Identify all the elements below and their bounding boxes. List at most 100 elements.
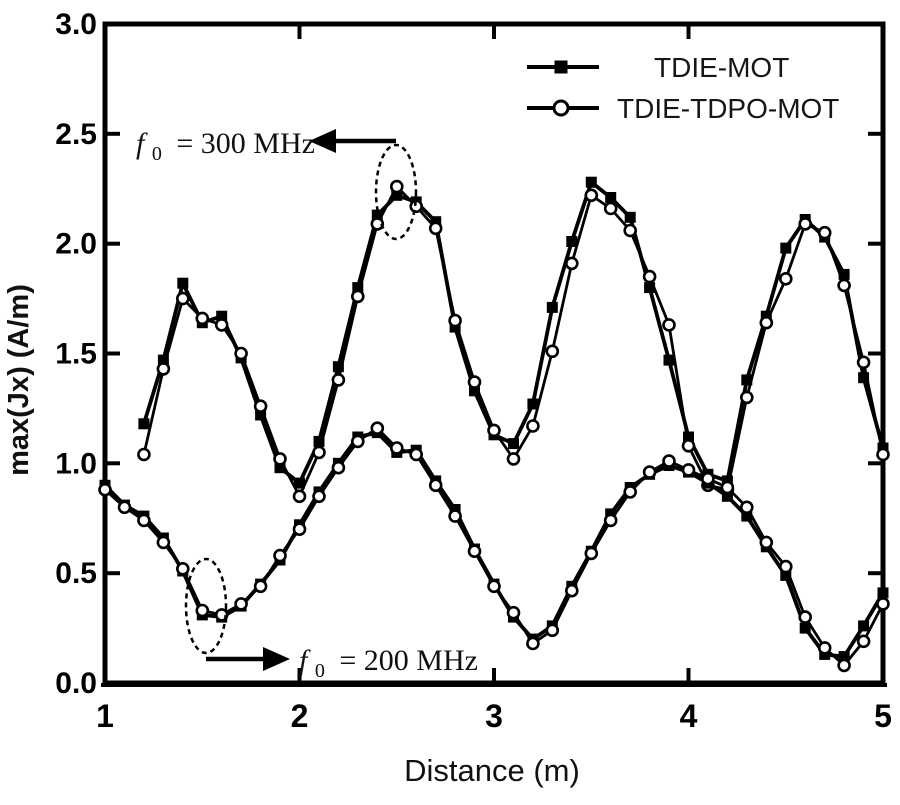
data-point-circle bbox=[331, 460, 346, 475]
data-point-square bbox=[721, 490, 733, 502]
y-tick-label-1.5: 1.5 bbox=[55, 338, 97, 371]
data-point-circle bbox=[370, 421, 385, 436]
x-tick-label-5: 5 bbox=[874, 698, 892, 734]
annotation-200mhz: f 0 = 200 MHz bbox=[184, 557, 478, 684]
data-point-square bbox=[624, 211, 636, 223]
data-point-square bbox=[469, 385, 480, 397]
data-point-square bbox=[255, 409, 267, 421]
y-tick-label-0.5: 0.5 bbox=[55, 557, 97, 590]
data-point-circle bbox=[253, 579, 268, 594]
data-point-circle bbox=[564, 256, 579, 271]
legend-item-tdie-mot: TDIE-MOT bbox=[527, 52, 789, 83]
data-point-circle bbox=[350, 434, 365, 449]
x-axis-label: Distance (m) bbox=[404, 753, 580, 788]
data-point-circle bbox=[545, 623, 560, 638]
data-point-circle bbox=[564, 583, 579, 598]
data-point-square bbox=[157, 354, 169, 366]
data-point-circle bbox=[98, 482, 112, 497]
data-point-circle bbox=[526, 636, 540, 651]
series-tdie-mot-300 bbox=[138, 176, 889, 489]
legend-filled-square-icon bbox=[554, 60, 568, 74]
data-point-circle bbox=[662, 318, 676, 332]
data-point-circle bbox=[156, 535, 171, 550]
data-point-square bbox=[877, 587, 889, 599]
data-point-circle bbox=[176, 291, 190, 306]
x-tick-label-4: 4 bbox=[680, 698, 698, 734]
data-point-circle bbox=[720, 480, 735, 495]
data-point-square bbox=[508, 438, 519, 450]
data-point-circle bbox=[273, 548, 287, 563]
legend-item-tdie-tdpo-mot: TDIE-TDPO-MOT bbox=[527, 93, 839, 124]
data-point-circle bbox=[312, 489, 326, 504]
data-point-circle bbox=[487, 423, 501, 438]
x-tick-label-2: 2 bbox=[291, 698, 309, 734]
data-point-square bbox=[566, 236, 578, 247]
data-point-circle bbox=[545, 344, 560, 359]
data-point-circle bbox=[759, 315, 774, 330]
data-point-circle bbox=[876, 447, 890, 462]
data-point-circle bbox=[234, 597, 248, 611]
data-point-circle bbox=[448, 509, 462, 523]
data-point-circle bbox=[137, 447, 151, 462]
data-point-circle bbox=[526, 419, 540, 433]
data-point-square bbox=[138, 418, 150, 430]
data-point-square bbox=[838, 651, 850, 663]
data-point-circle bbox=[759, 535, 774, 550]
data-point-square bbox=[585, 176, 597, 188]
data-point-circle bbox=[487, 579, 501, 594]
data-point-square bbox=[216, 310, 228, 322]
data-point-square bbox=[858, 372, 870, 384]
data-series-layer bbox=[98, 176, 890, 673]
data-point-square bbox=[644, 282, 656, 294]
annotation-200mhz-rest: = 200 MHz bbox=[339, 644, 478, 677]
data-point-circle bbox=[798, 610, 813, 624]
y-tick-labels: 0.0 0.5 1.0 1.5 2.0 2.5 3.0 bbox=[55, 8, 97, 700]
data-point-square bbox=[371, 209, 383, 221]
arrow-head-200mhz bbox=[263, 647, 290, 671]
data-point-square bbox=[780, 242, 792, 254]
y-tick-label-3.0: 3.0 bbox=[55, 8, 97, 41]
data-point-circle bbox=[681, 438, 696, 453]
data-point-circle bbox=[603, 513, 618, 528]
dashed-ellipse-300mhz bbox=[374, 143, 418, 241]
data-point-circle bbox=[428, 221, 443, 236]
annotation-300mhz-rest: = 300 MHz bbox=[176, 127, 315, 160]
data-point-circle bbox=[448, 313, 462, 328]
data-point-circle bbox=[389, 179, 404, 194]
series-line-tdie-mot-300 bbox=[142, 179, 885, 487]
data-point-circle bbox=[642, 465, 657, 479]
y-axis-label: max(Jx) (A/m) bbox=[3, 284, 35, 476]
data-point-circle bbox=[331, 373, 346, 387]
x-tick-labels: 1 2 3 4 5 bbox=[96, 698, 892, 734]
data-point-circle bbox=[739, 390, 754, 405]
y-tick-label-0.0: 0.0 bbox=[55, 667, 97, 700]
annotation-300mhz: f 0 = 300 MHz bbox=[136, 127, 418, 241]
data-point-circle bbox=[817, 225, 832, 240]
legend: TDIE-MOT TDIE-TDPO-MOT bbox=[527, 52, 839, 124]
data-point-circle bbox=[253, 399, 268, 414]
data-point-circle bbox=[584, 188, 599, 203]
annotation-200mhz-f: f bbox=[299, 644, 311, 677]
data-point-circle bbox=[292, 489, 307, 504]
data-point-square bbox=[741, 374, 753, 386]
data-point-circle bbox=[467, 544, 482, 559]
data-point-circle bbox=[506, 605, 521, 620]
data-point-circle bbox=[506, 452, 521, 466]
data-point-circle bbox=[623, 485, 638, 499]
data-point-circle bbox=[642, 269, 657, 284]
annotation-text-200mhz: f 0 = 200 MHz bbox=[299, 644, 478, 684]
data-point-square bbox=[605, 192, 617, 203]
axis-ticks bbox=[105, 24, 883, 683]
data-point-square bbox=[858, 620, 870, 632]
data-point-circle bbox=[856, 634, 871, 649]
data-point-circle bbox=[584, 546, 599, 561]
data-point-circle bbox=[195, 311, 210, 326]
data-point-square bbox=[741, 510, 753, 522]
data-point-square bbox=[838, 268, 850, 280]
data-point-circle bbox=[409, 447, 424, 462]
data-point-square bbox=[352, 282, 364, 294]
series-tdie-tdpo-mot-300 bbox=[137, 179, 890, 504]
data-point-circle bbox=[428, 478, 443, 493]
data-point-square bbox=[313, 435, 325, 447]
